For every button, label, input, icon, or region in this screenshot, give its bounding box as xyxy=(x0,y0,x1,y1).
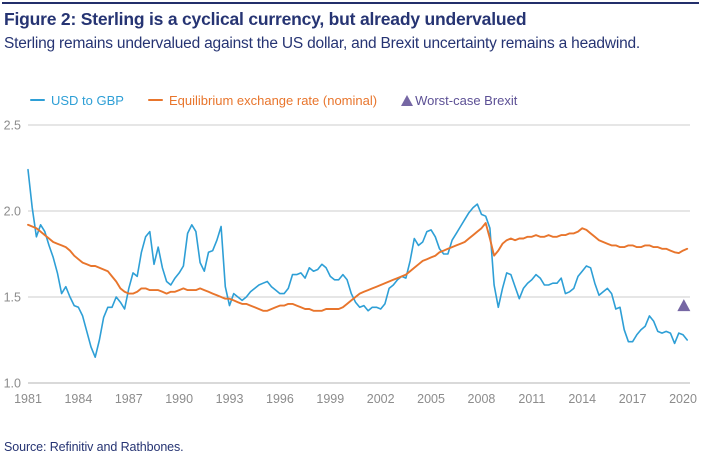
worst-case-brexit-triangle-icon xyxy=(401,94,414,106)
y-tick-label-1.5: 1.5 xyxy=(4,291,21,305)
figure-subtitle: Sterling remains undervalued against the… xyxy=(4,35,641,52)
x-tick-label-2017: 2017 xyxy=(619,392,647,406)
usd-gbp-line-swatch-icon xyxy=(30,98,45,102)
x-tick-label-2014: 2014 xyxy=(568,392,596,406)
x-tick-label-1987: 1987 xyxy=(115,392,143,406)
x-tick-label-1984: 1984 xyxy=(64,392,92,406)
y-tick-label-2.0: 2.0 xyxy=(4,205,21,219)
x-tick-label-1993: 1993 xyxy=(216,392,244,406)
y-tick-label-2.5: 2.5 xyxy=(4,119,21,133)
x-tick-label-1981: 1981 xyxy=(14,392,42,406)
x-tick-label-2008: 2008 xyxy=(468,392,496,406)
x-tick-label-2011: 2011 xyxy=(518,392,545,406)
y-tick-label-1.0: 1.0 xyxy=(4,377,21,391)
legend-item-equilibrium: Equilibrium exchange rate (nominal) xyxy=(147,92,378,108)
chart-legend: USD to GBP Equilibrium exchange rate (no… xyxy=(30,91,517,109)
x-tick-label-2020: 2020 xyxy=(669,392,697,406)
legend-label-equilibrium: Equilibrium exchange rate (nominal) xyxy=(168,92,378,108)
legend-item-worst-case-brexit: Worst-case Brexit xyxy=(401,93,517,108)
legend-label-worst-case-brexit: Worst-case Brexit xyxy=(415,92,518,108)
x-tick-label-1996: 1996 xyxy=(266,392,294,406)
equilibrium-line-swatch-icon xyxy=(147,98,163,102)
source-note: Source: Refinitiv and Rathbones. xyxy=(4,440,184,454)
top-divider-rule xyxy=(2,2,699,4)
x-tick-label-1990: 1990 xyxy=(165,392,193,406)
x-tick-label-2002: 2002 xyxy=(367,392,395,406)
x-tick-label-2005: 2005 xyxy=(417,392,445,406)
series-line-usd-gbp xyxy=(27,168,689,359)
figure-title: Figure 2: Sterling is a cyclical currenc… xyxy=(4,9,527,29)
x-tick-label-1999: 1999 xyxy=(316,392,344,406)
legend-item-usd-gbp: USD to GBP xyxy=(30,93,124,108)
worst-case-brexit-marker-icon xyxy=(677,299,691,312)
series-line-equilibrium xyxy=(27,222,689,312)
legend-label-usd-gbp: USD to GBP xyxy=(51,92,124,108)
